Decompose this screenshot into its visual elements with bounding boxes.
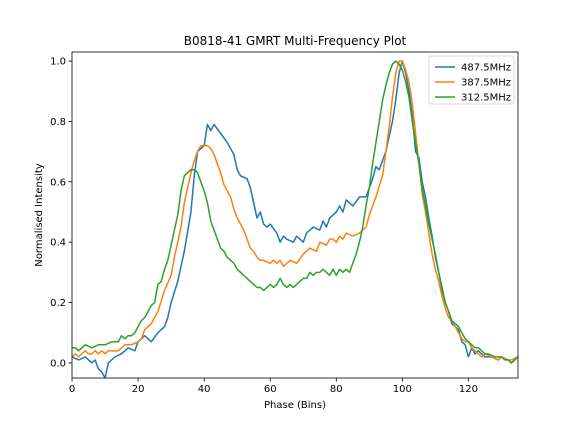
y-axis-label: Normalised Intensity — [34, 163, 45, 266]
x-tick-label: 0 — [69, 384, 75, 395]
x-tick-label: 20 — [132, 384, 145, 395]
y-tick-label: 0.6 — [50, 177, 66, 188]
x-tick-label: 60 — [264, 384, 277, 395]
x-tick-label: 40 — [198, 384, 211, 395]
y-tick-label: 0.0 — [50, 358, 66, 369]
x-tick-label: 120 — [459, 384, 478, 395]
y-tick-label: 0.8 — [50, 117, 66, 128]
chart-title: B0818-41 GMRT Multi-Frequency Plot — [184, 34, 407, 48]
y-tick-label: 0.2 — [50, 298, 66, 309]
legend-label: 487.5MHz — [461, 63, 511, 74]
legend-label: 387.5MHz — [461, 78, 511, 89]
x-axis-label: Phase (Bins) — [264, 400, 326, 411]
legend: 487.5MHz 387.5MHz 312.5MHz — [429, 56, 514, 104]
y-tick-label: 0.4 — [50, 238, 66, 249]
x-tick-label: 80 — [330, 384, 343, 395]
x-tick-label: 100 — [393, 384, 412, 395]
y-tick-label: 1.0 — [50, 57, 66, 68]
legend-label: 312.5MHz — [461, 93, 511, 104]
